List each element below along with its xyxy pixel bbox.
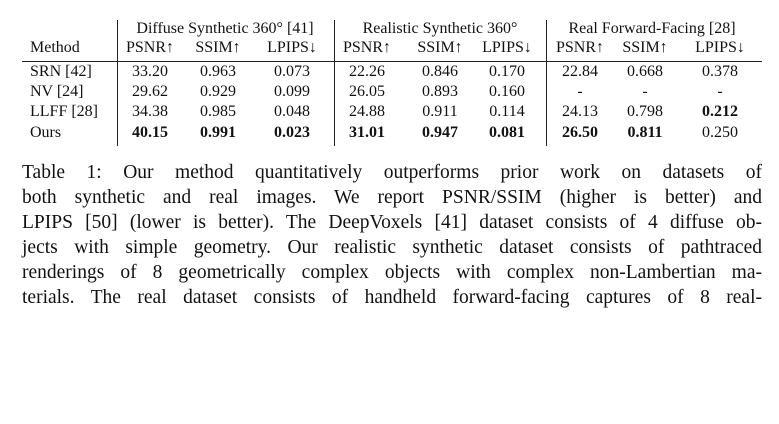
table-cell: 0.073 [274,63,310,80]
column-header: LPIPS↓ [482,39,532,56]
table-cell: 0.170 [489,63,525,80]
column-header: Method [30,39,80,56]
table-cell: 24.88 [349,103,385,120]
table-cell: 22.84 [562,63,598,80]
table-cell: 0.798 [627,103,663,120]
table-cell: 0.668 [627,63,663,80]
caption-line: jects with simple geometry. Our realisti… [22,237,762,258]
table-cell: 22.26 [349,63,385,80]
table-cell: 0.947 [422,124,458,141]
table-cell: 0.911 [422,103,458,120]
table-cell: 0.212 [702,103,738,120]
caption-line: LPIPS [50] (lower is better). The DeepVo… [22,212,762,233]
v-rule [546,20,547,146]
table-cell: 0.985 [200,103,236,120]
column-header: SSIM↑ [195,39,241,56]
table-cell: 24.13 [562,103,598,120]
caption-line: Table 1: Our method quantitatively outpe… [22,162,762,183]
column-header: SSIM↑ [622,39,668,56]
table-cell: NV [24] [30,83,84,100]
group-header: Realistic Synthetic 360° [362,20,518,37]
table-cell: 0.250 [702,124,738,141]
table-cell: Ours [30,124,62,141]
table-cell: 0.893 [422,83,458,100]
h-rule [22,61,762,62]
column-header: LPIPS↓ [695,39,745,56]
column-header: LPIPS↓ [267,39,317,56]
table-cell: 0.846 [422,63,458,80]
table-cell: 34.38 [132,103,168,120]
table-cell: 0.160 [489,83,525,100]
table-cell: 31.01 [349,124,385,141]
group-header: Diffuse Synthetic 360° [41] [136,20,314,37]
table-cell: - [717,83,723,100]
table-cell: 0.929 [200,83,236,100]
table-cell: 0.963 [200,63,236,80]
v-rule [117,20,118,146]
table-cell: 0.378 [702,63,738,80]
caption-line: both synthetic and real images. We repor… [22,187,762,208]
table-cell: 0.081 [489,124,525,141]
group-header: Real Forward-Facing [28] [568,20,736,37]
table-cell: 29.62 [132,83,168,100]
table-cell: LLFF [28] [30,103,98,120]
table-cell: 0.099 [274,83,310,100]
v-rule [334,20,335,146]
table-cell: 0.048 [274,103,310,120]
caption-line: renderings of 8 geometrically complex ob… [22,262,762,283]
table-cell: 0.811 [627,124,663,141]
column-header: PSNR↑ [342,39,392,56]
table-cell: 40.15 [132,124,168,141]
column-header: PSNR↑ [555,39,605,56]
table-cell: 26.50 [562,124,598,141]
table-cell: 26.05 [349,83,385,100]
table-cell: 33.20 [132,63,168,80]
table-cell: SRN [42] [30,63,92,80]
table-cell: - [642,83,648,100]
table-cell: 0.991 [200,124,236,141]
column-header: PSNR↑ [125,39,175,56]
table-cell: - [577,83,583,100]
caption-line: terials. The real dataset consists of ha… [22,287,762,308]
table-cell: 0.023 [274,124,310,141]
table-cell: 0.114 [489,103,525,120]
column-header: SSIM↑ [417,39,463,56]
